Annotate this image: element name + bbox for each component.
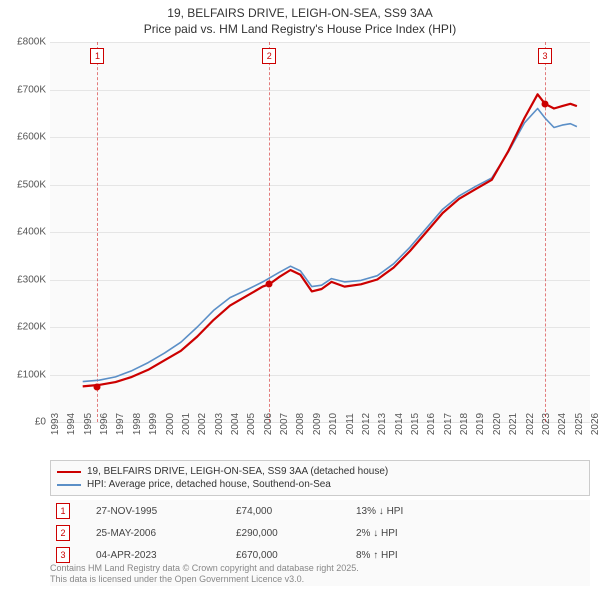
- y-tick-label: £200K: [17, 322, 46, 333]
- transaction-row-marker: 1: [56, 503, 70, 519]
- x-tick-label: 2026: [590, 413, 600, 435]
- attribution-line-1: Contains HM Land Registry data © Crown c…: [50, 563, 590, 574]
- transaction-price: £74,000: [236, 506, 356, 517]
- series-dot: [542, 100, 549, 107]
- transaction-delta: 8% ↑ HPI: [356, 550, 476, 561]
- series-dot: [94, 383, 101, 390]
- y-tick-label: £300K: [17, 274, 46, 285]
- transaction-date: 04-APR-2023: [96, 550, 236, 561]
- y-tick-label: £400K: [17, 227, 46, 238]
- y-tick-label: £0: [35, 417, 46, 428]
- transaction-date: 25-MAY-2006: [96, 528, 236, 539]
- title-line-1: 19, BELFAIRS DRIVE, LEIGH-ON-SEA, SS9 3A…: [0, 6, 600, 22]
- transaction-price: £670,000: [236, 550, 356, 561]
- legend-swatch: [57, 484, 81, 486]
- transactions-table: 1 27-NOV-1995£74,00013% ↓ HPI 2 25-MAY-2006…: [50, 500, 590, 566]
- transaction-row-marker: 2: [56, 525, 70, 541]
- transaction-delta: 2% ↓ HPI: [356, 528, 476, 539]
- transaction-delta: 13% ↓ HPI: [356, 506, 476, 517]
- legend-label: HPI: Average price, detached house, Sout…: [87, 479, 331, 490]
- legend-label: 19, BELFAIRS DRIVE, LEIGH-ON-SEA, SS9 3A…: [87, 466, 388, 477]
- y-tick-label: £500K: [17, 179, 46, 190]
- series-dot: [266, 281, 273, 288]
- series-price_paid: [83, 94, 577, 386]
- legend-swatch: [57, 471, 81, 473]
- y-tick-label: £100K: [17, 369, 46, 380]
- y-tick-label: £600K: [17, 132, 46, 143]
- legend: 19, BELFAIRS DRIVE, LEIGH-ON-SEA, SS9 3A…: [50, 460, 590, 496]
- y-tick-label: £700K: [17, 84, 46, 95]
- series-lines: [50, 42, 590, 422]
- transaction-row: 1 27-NOV-1995£74,00013% ↓ HPI: [50, 500, 590, 522]
- chart-area: £0£100K£200K£300K£400K£500K£600K£700K£80…: [50, 42, 590, 422]
- chart-title-block: 19, BELFAIRS DRIVE, LEIGH-ON-SEA, SS9 3A…: [0, 0, 600, 37]
- transaction-price: £290,000: [236, 528, 356, 539]
- legend-item: 19, BELFAIRS DRIVE, LEIGH-ON-SEA, SS9 3A…: [57, 465, 583, 478]
- transaction-row: 2 25-MAY-2006£290,0002% ↓ HPI: [50, 522, 590, 544]
- series-hpi: [83, 109, 577, 382]
- y-tick-label: £800K: [17, 37, 46, 48]
- transaction-date: 27-NOV-1995: [96, 506, 236, 517]
- legend-item: HPI: Average price, detached house, Sout…: [57, 478, 583, 491]
- attribution-line-2: This data is licensed under the Open Gov…: [50, 574, 590, 585]
- title-line-2: Price paid vs. HM Land Registry's House …: [0, 22, 600, 38]
- attribution: Contains HM Land Registry data © Crown c…: [50, 563, 590, 586]
- transaction-row-marker: 3: [56, 547, 70, 563]
